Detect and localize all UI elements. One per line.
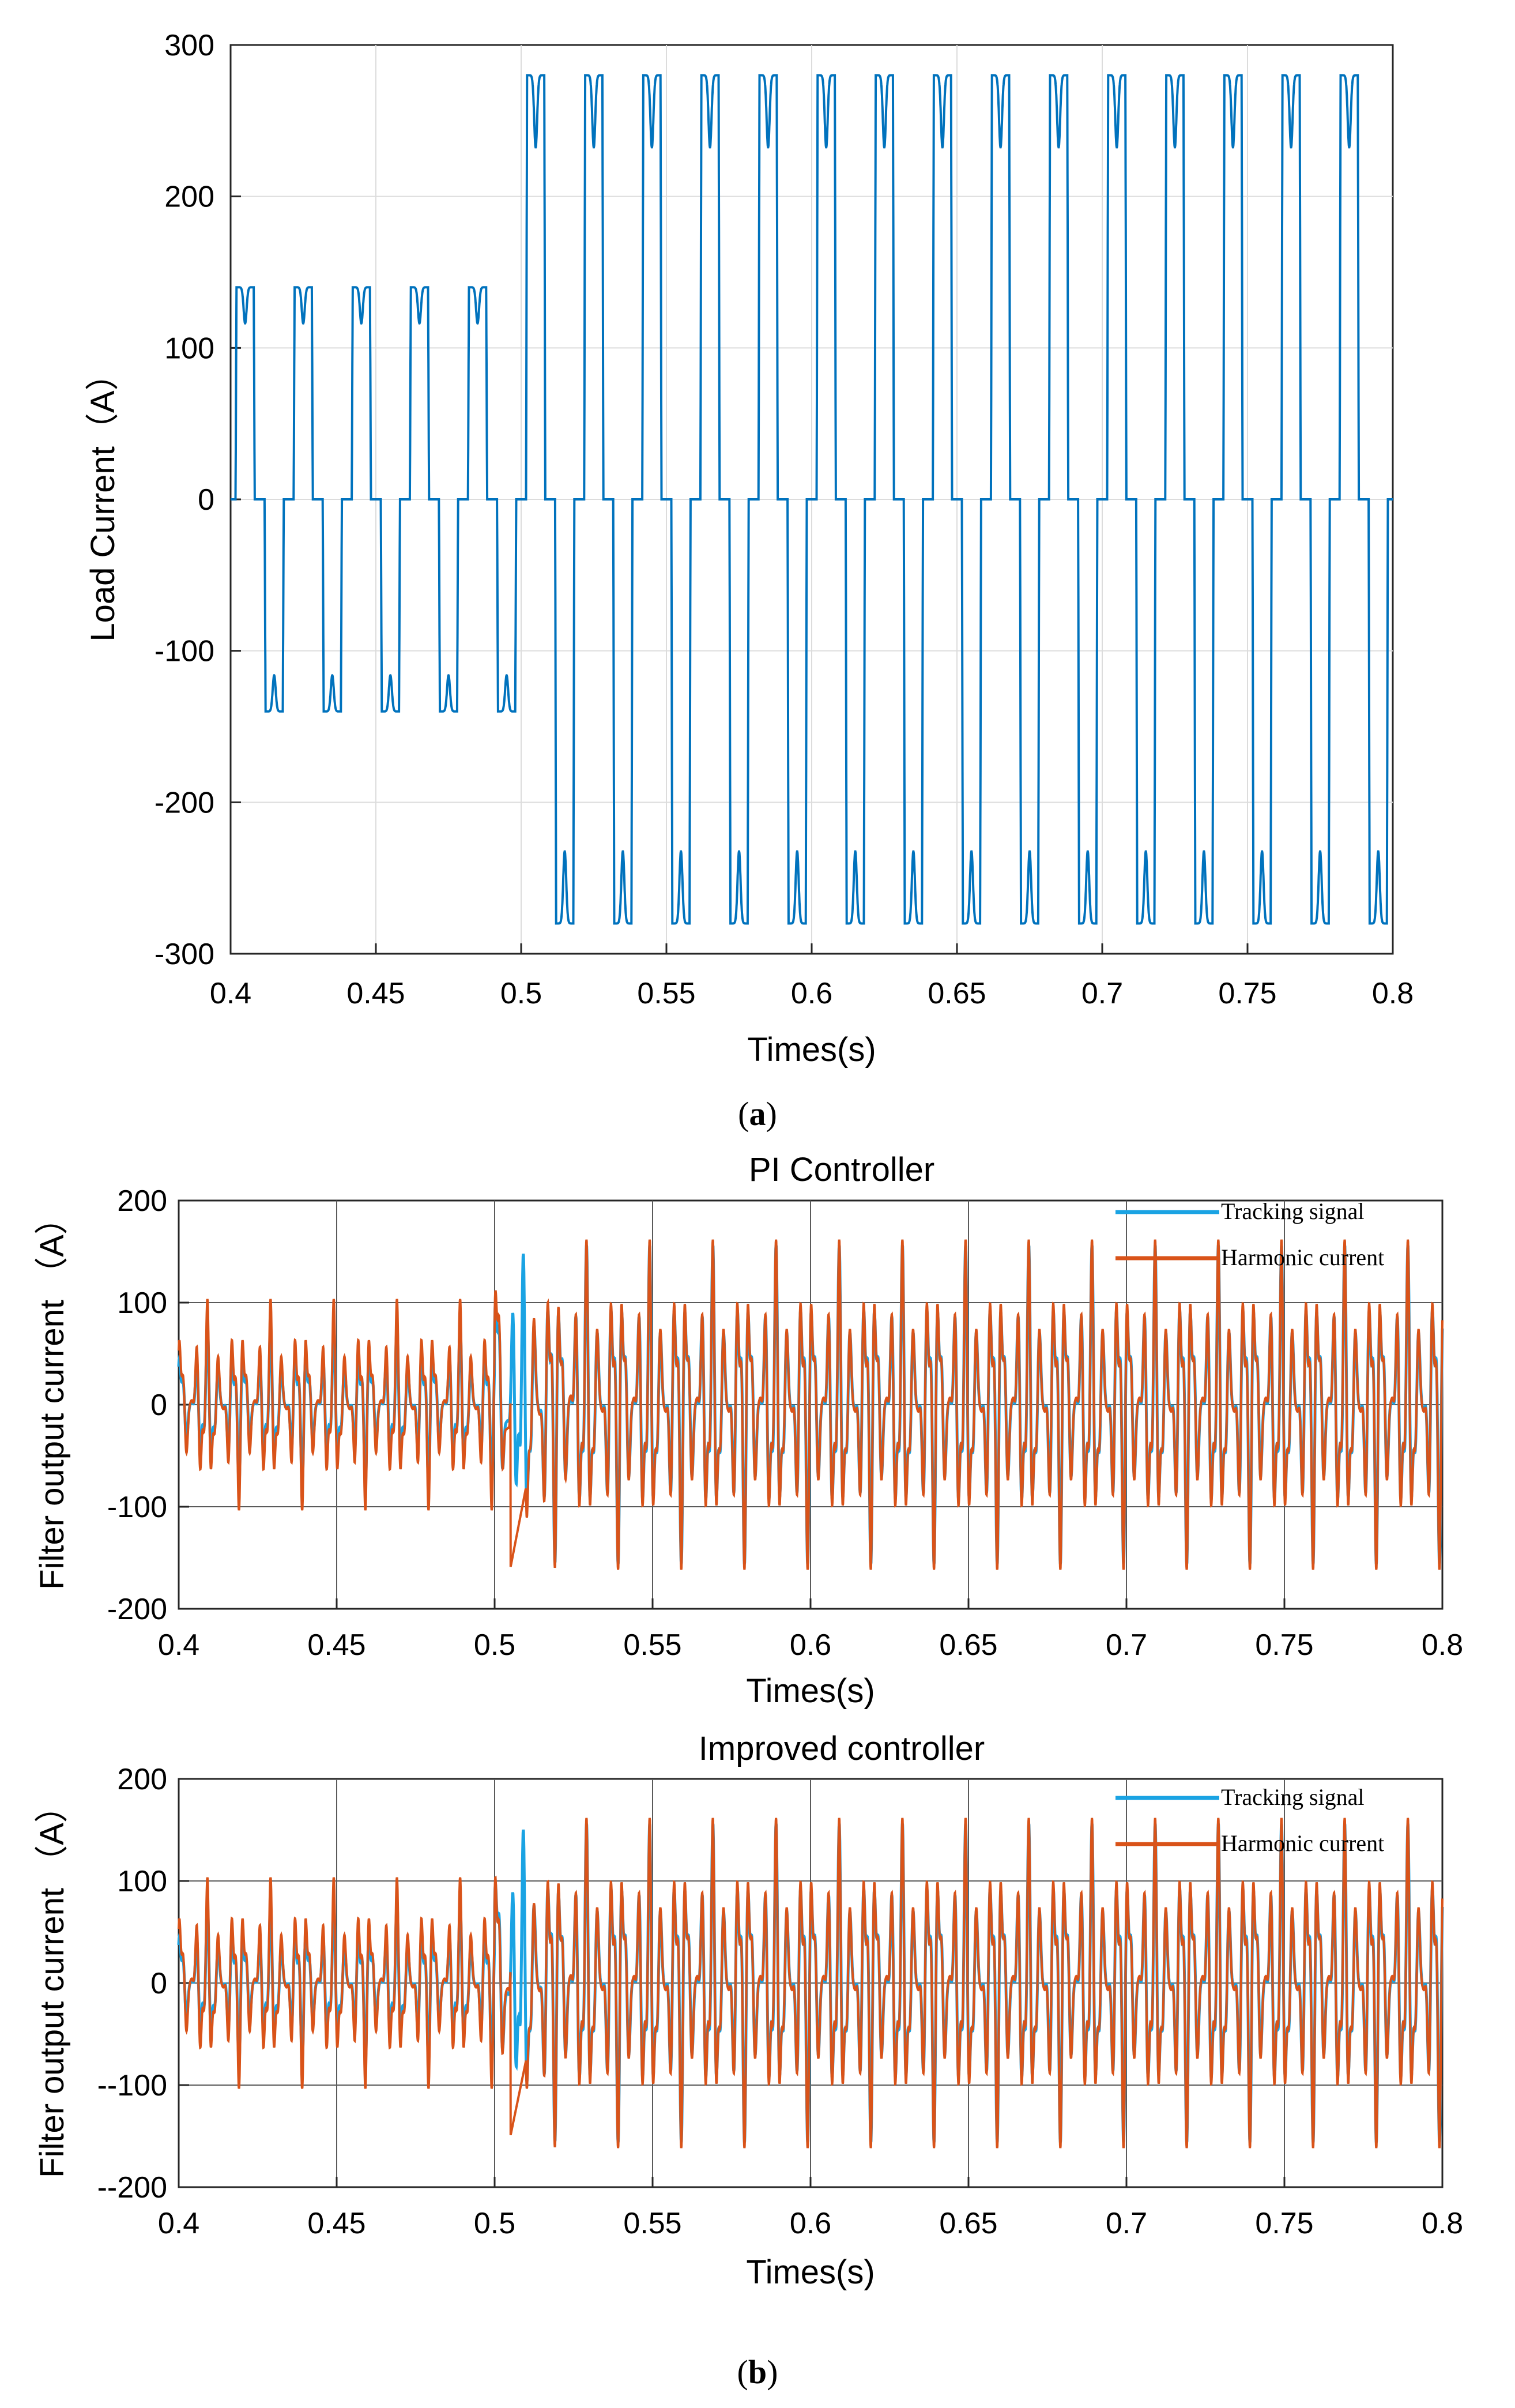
x-tick-label: 0.65 <box>939 1628 997 1662</box>
x-tick-label: 0.55 <box>637 977 695 1010</box>
x-tick-label: 0.45 <box>307 2207 365 2240</box>
harmonic-current-series <box>178 1239 1444 1570</box>
series-group <box>231 74 1393 925</box>
y-tick-labels: 200 100 0 --100 --200 <box>97 1763 167 2204</box>
y-tick-label: --100 <box>97 2069 167 2102</box>
y-tick-label: 200 <box>117 1184 167 1218</box>
y-tick-label: 100 <box>117 1865 167 1898</box>
x-tick-label: 0.45 <box>346 977 405 1010</box>
y-tick-label: -200 <box>154 786 214 819</box>
x-tick-label: 0.5 <box>474 1628 515 1662</box>
y-tick-label: 300 <box>164 29 214 62</box>
x-tick-label: 0.6 <box>791 977 832 1010</box>
x-tick-label: 0.55 <box>623 1628 681 1662</box>
y-tick-labels: 200 100 0 -100 -200 <box>107 1184 167 1626</box>
x-tick-label: 0.75 <box>1255 1628 1313 1662</box>
x-tick-label: 0.45 <box>307 1628 365 1662</box>
y-axis-label: Filter output current （A） <box>33 1789 71 2178</box>
pi-controller-chart: PI Controller 200 100 0 -100 -200 0.4 0.45 0.5… <box>33 1151 1463 1710</box>
x-tick-label: 0.8 <box>1372 977 1414 1010</box>
y-tick-label: -300 <box>154 938 214 971</box>
x-tick-label: 0.55 <box>623 2207 681 2240</box>
legend-label-tracking: Tracking signal <box>1221 1198 1365 1224</box>
y-tick-label: 200 <box>164 180 214 214</box>
x-axis-label: Times(s) <box>746 2253 875 2291</box>
x-tick-label: 0.65 <box>939 2207 997 2240</box>
x-axis-label: Times(s) <box>747 1031 876 1068</box>
legend-label-tracking: Tracking signal <box>1221 1784 1365 1810</box>
x-tick-label: 0.65 <box>928 977 986 1010</box>
y-tick-label: --200 <box>97 2171 167 2204</box>
legend-label-harmonic: Harmonic current <box>1221 1830 1384 1856</box>
x-tick-label: 0.5 <box>500 977 542 1010</box>
series-group <box>177 1239 1444 1570</box>
y-tick-label: -100 <box>154 635 214 668</box>
x-axis-label: Times(s) <box>746 1672 875 1710</box>
caption-a-letter: a <box>749 1095 766 1132</box>
x-tick-label: 0.6 <box>790 1628 831 1662</box>
x-tick-label: 0.75 <box>1218 977 1276 1010</box>
caption-b-letter: b <box>748 2353 767 2391</box>
y-tick-label: 100 <box>164 332 214 365</box>
series-group <box>177 1818 1444 2149</box>
legend: Tracking signal Harmonic current <box>1115 1784 1384 1856</box>
improved-controller-chart: Improved controller 200 100 0 --100 --200 0.… <box>33 1730 1463 2291</box>
y-tick-label: 0 <box>198 483 214 517</box>
x-tick-label: 0.4 <box>158 1628 199 1662</box>
x-tick-label: 0.4 <box>210 977 251 1010</box>
chart-title: Improved controller <box>699 1730 985 1767</box>
harmonic-current-series <box>178 1818 1444 2149</box>
y-axis-label: Load Current（A） <box>84 357 122 641</box>
x-tick-labels: 0.4 0.45 0.5 0.55 0.6 0.65 0.7 0.75 0.8 <box>158 2207 1463 2240</box>
load-current-chart: 300 200 100 0 -100 -200 -300 0.4 0.45 0.5 0.55 0.6… <box>84 29 1414 1068</box>
chart-title: PI Controller <box>749 1151 934 1188</box>
x-tick-label: 0.5 <box>474 2207 515 2240</box>
y-tick-label: 200 <box>117 1763 167 1796</box>
x-tick-label: 0.8 <box>1422 2207 1463 2240</box>
x-tick-labels: 0.4 0.45 0.5 0.55 0.6 0.65 0.7 0.75 0.8 <box>210 977 1414 1010</box>
y-tick-label: 0 <box>150 1389 167 1422</box>
y-tick-label: -200 <box>107 1593 167 1626</box>
x-tick-label: 0.4 <box>158 2207 199 2240</box>
x-tick-label: 0.75 <box>1255 2207 1313 2240</box>
caption-b: (b) <box>737 2353 778 2391</box>
load-current-series <box>231 74 1393 925</box>
x-tick-label: 0.6 <box>790 2207 831 2240</box>
x-tick-label: 0.7 <box>1081 977 1123 1010</box>
legend: Tracking signal Harmonic current <box>1115 1198 1384 1270</box>
y-tick-label: 0 <box>150 1967 167 2000</box>
y-tick-labels: 300 200 100 0 -100 -200 -300 <box>154 29 214 971</box>
y-tick-label: 100 <box>117 1286 167 1320</box>
x-tick-label: 0.7 <box>1106 2207 1147 2240</box>
y-axis-label: Filter output current （A） <box>33 1201 71 1590</box>
x-tick-label: 0.8 <box>1422 1628 1463 1662</box>
x-tick-label: 0.7 <box>1106 1628 1147 1662</box>
x-tick-labels: 0.4 0.45 0.5 0.55 0.6 0.65 0.7 0.75 0.8 <box>158 1628 1463 1662</box>
caption-a: (a) <box>738 1095 777 1132</box>
legend-label-harmonic: Harmonic current <box>1221 1244 1384 1270</box>
y-tick-label: -100 <box>107 1491 167 1524</box>
